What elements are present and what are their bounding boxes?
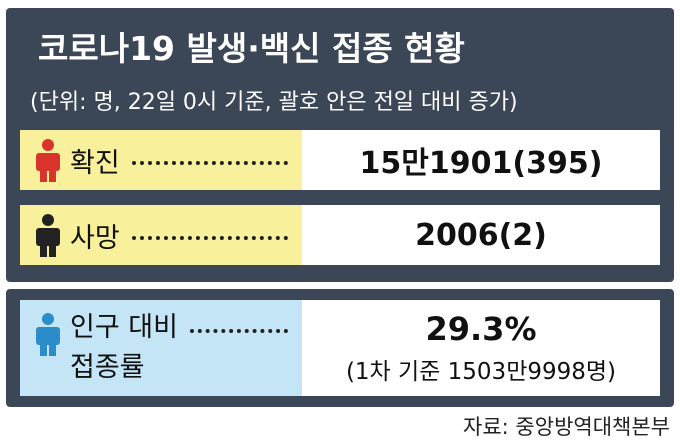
row-label-cell: 사망 bbox=[20, 205, 302, 265]
leader-dots bbox=[131, 236, 288, 240]
row-value-cell: 2006(2) bbox=[302, 205, 660, 265]
vaccine-label: 인구 대비 접종률 bbox=[70, 308, 302, 388]
vaccine-label-cell: 인구 대비 접종률 bbox=[20, 300, 302, 396]
row-value-cell: 15만1901(395) bbox=[302, 130, 660, 190]
subtitle: (단위: 명, 22일 0시 기준, 괄호 안은 전일 대비 증가) bbox=[30, 90, 518, 115]
vaccine-label-line: 인구 대비 bbox=[70, 312, 178, 343]
row-value: 2006(2) bbox=[415, 217, 547, 253]
source: 자료: 중앙방역대책본부 bbox=[463, 415, 670, 439]
leader-dots bbox=[189, 329, 288, 333]
vaccine-value-cell: 29.3% (1차 기준 1503만9998명) bbox=[302, 300, 660, 396]
title: 코로나19 발생·백신 접종 현황 bbox=[38, 29, 465, 68]
leader-dots bbox=[131, 161, 288, 165]
row-value: 15만1901(395) bbox=[359, 146, 603, 181]
vaccine-label-line: 접종률 bbox=[70, 352, 145, 383]
vaccine-value: 29.3% bbox=[425, 310, 537, 348]
person-icon bbox=[36, 139, 60, 182]
vaccine-note: (1차 기준 1503만9998명) bbox=[345, 359, 617, 385]
person-icon bbox=[36, 313, 60, 356]
row-label: 사망 bbox=[70, 222, 120, 254]
person-icon bbox=[36, 214, 60, 257]
row-label: 확진 bbox=[70, 147, 120, 179]
row-label-cell: 확진 bbox=[20, 130, 302, 190]
